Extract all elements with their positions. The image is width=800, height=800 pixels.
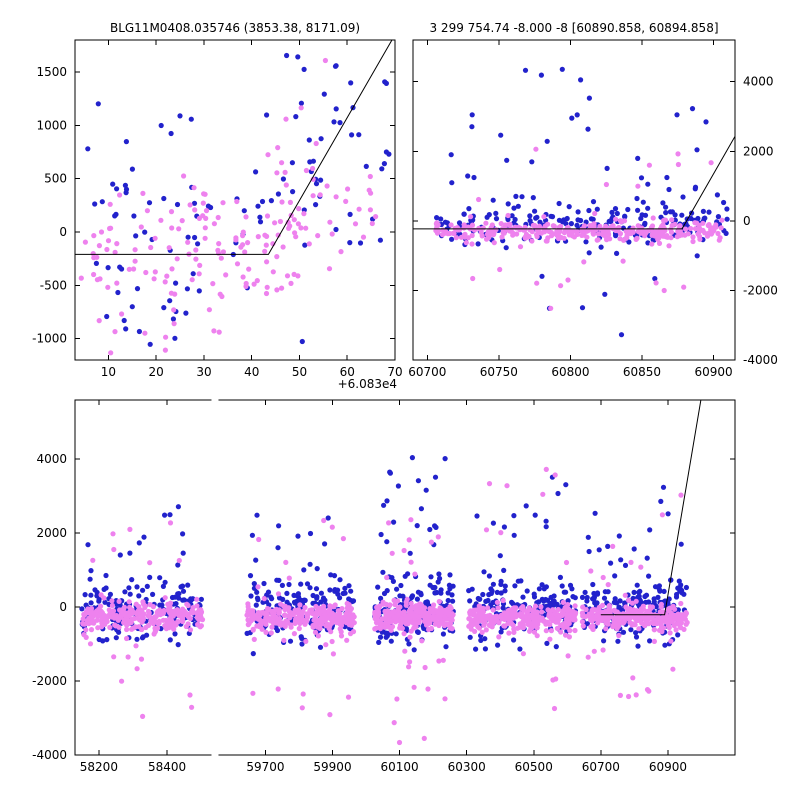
axes-frame <box>74 39 396 361</box>
x-tick-label: 60800 <box>551 365 589 379</box>
x-tick-label: 58200 <box>80 760 118 774</box>
x-tick-label: 60900 <box>694 365 732 379</box>
x-tick-label: 60700 <box>408 365 446 379</box>
x-tick-label: 59700 <box>246 760 284 774</box>
y-tick-label: 1000 <box>36 118 67 132</box>
x-tick-label: 60900 <box>649 760 687 774</box>
y-tick-label: -500 <box>40 278 67 292</box>
y-tick-label: 0 <box>743 214 751 228</box>
y-tick-label: -2000 <box>743 283 778 297</box>
y-tick-label: 2000 <box>743 144 774 158</box>
x-tick-label: 50 <box>292 365 307 379</box>
y-tick-label: 4000 <box>743 75 774 89</box>
x-tick-label: 20 <box>149 365 164 379</box>
x-tick-label: 60750 <box>480 365 518 379</box>
x-tick-label: 10 <box>101 365 116 379</box>
x-tick-label: 60300 <box>448 760 486 774</box>
chart-top_right: 60700 60750 60800 60850 60900 -4000 -2000 0 2000… <box>408 39 778 379</box>
x-tick-label: 60700 <box>582 760 620 774</box>
y-tick-label: -2000 <box>32 674 67 688</box>
y-tick-label: 0 <box>59 225 67 239</box>
axes-frame <box>74 399 736 756</box>
axis-break <box>211 398 219 402</box>
x-tick-label: 60100 <box>381 760 419 774</box>
model-line <box>413 135 735 230</box>
chart-bottom: 58200 58400 59700 59900 60100 60300 60500 60700… <box>32 398 736 774</box>
x-tick-label: 60850 <box>623 365 661 379</box>
axes-frame <box>412 39 736 361</box>
y-tick-label: -1000 <box>32 332 67 346</box>
y-tick-label: 4000 <box>36 452 67 466</box>
scatter-points <box>78 52 392 356</box>
chart-title-top-right: 3 299 754.74 -8.000 -8 [60890.858, 60894… <box>429 21 719 35</box>
y-tick-label: 0 <box>59 600 67 614</box>
model-line <box>600 400 702 616</box>
y-tick-label: 1500 <box>36 65 67 79</box>
x-tick-label: 60500 <box>515 760 553 774</box>
x-tick-label: 70 <box>387 365 402 379</box>
model-line <box>75 40 393 255</box>
y-tick-label: 500 <box>44 172 67 186</box>
chart-top_left: 10 20 30 40 50 60 70 -1000 -500 0 500 1000 1500 <box>32 39 403 379</box>
x-axis-offset-label: +6.083e4 <box>337 377 397 391</box>
axis-break <box>211 753 219 757</box>
chart-title-top-left: BLG11M0408.035746 (3853.38, 8171.09) <box>109 21 361 35</box>
x-tick-label: 30 <box>196 365 211 379</box>
x-tick-label: 40 <box>244 365 259 379</box>
y-tick-label: 2000 <box>36 526 67 540</box>
scatter-points <box>79 455 690 746</box>
x-tick-label: 60 <box>340 365 355 379</box>
x-tick-label: 58400 <box>148 760 186 774</box>
y-tick-label: -4000 <box>743 353 778 367</box>
y-tick-label: -4000 <box>32 748 67 762</box>
x-tick-label: 59900 <box>313 760 351 774</box>
